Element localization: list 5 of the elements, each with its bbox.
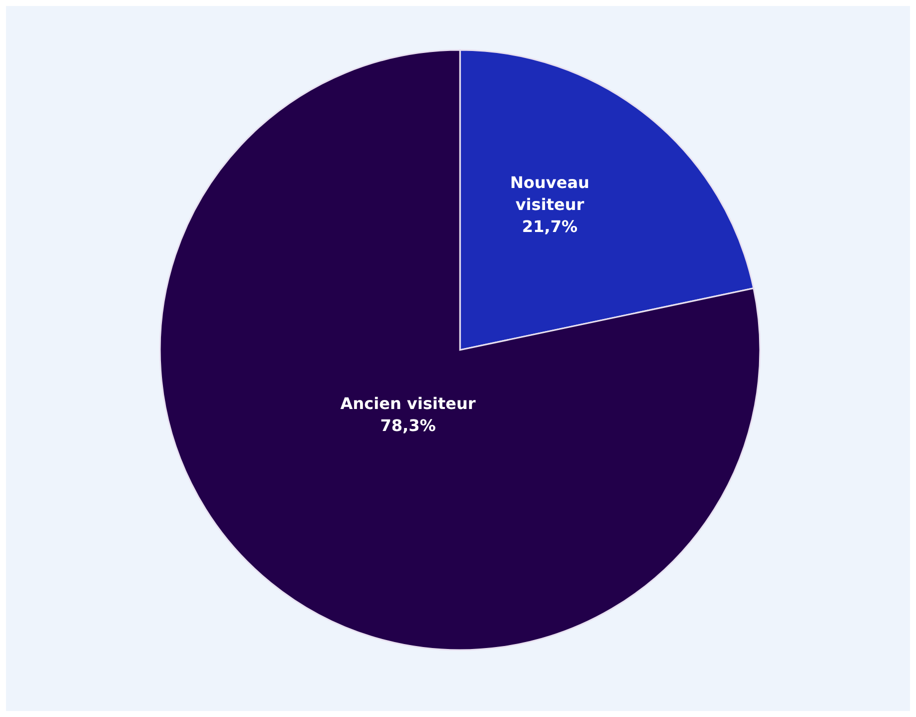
data-label: 78,3% xyxy=(380,416,436,435)
data-label: 21,7% xyxy=(522,217,578,236)
pie-slice xyxy=(159,49,760,651)
slice-label: Ancien visiteur xyxy=(340,394,476,413)
slice-label: Nouveau visiteur xyxy=(510,173,590,214)
